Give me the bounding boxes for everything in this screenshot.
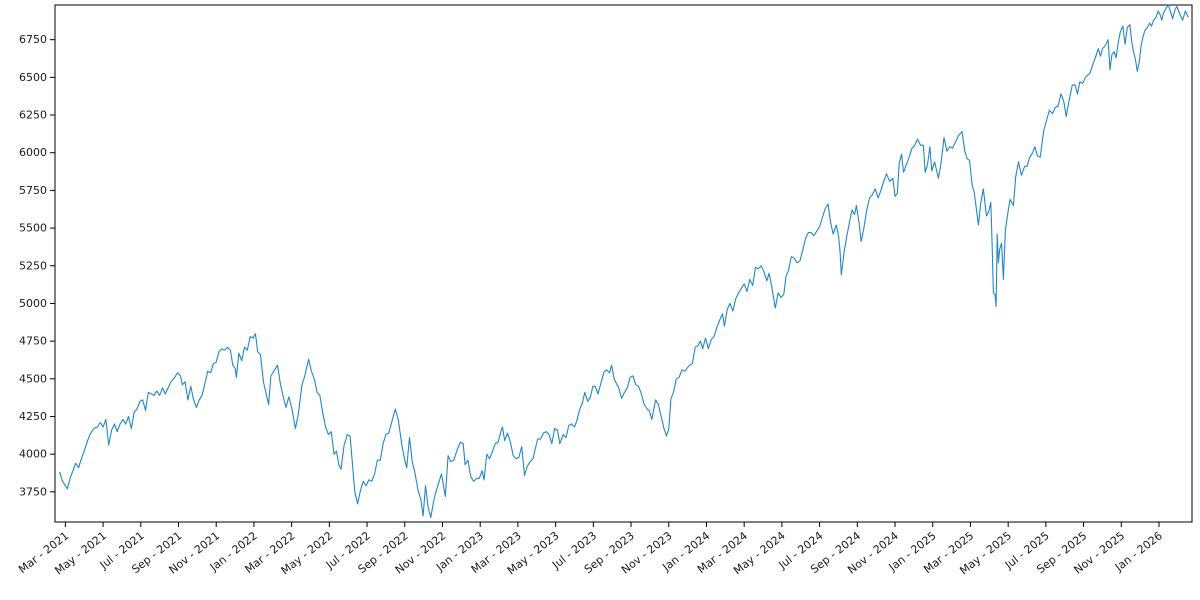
y-axis-tick-label: 4500 [19, 372, 47, 385]
plot-frame [54, 4, 1193, 523]
y-axis-tick-label: 4250 [19, 410, 47, 423]
y-axis-tick-label: 5000 [19, 297, 47, 310]
y-axis-tick-label: 6000 [19, 146, 47, 159]
y-axis-tick-label: 5500 [19, 222, 47, 235]
y-axis-tick-label: 6750 [19, 33, 47, 46]
y-axis-tick-label: 6500 [19, 71, 47, 84]
y-axis-tick-label: 3750 [19, 485, 47, 498]
y-axis-tick-label: 5250 [19, 259, 47, 272]
y-axis-tick-label: 4750 [19, 335, 47, 348]
y-axis-tick-label: 6250 [19, 109, 47, 122]
price-line [59, 4, 1189, 519]
y-axis-tick-label: 4000 [19, 448, 47, 461]
y-axis-tick-label: 5750 [19, 184, 47, 197]
